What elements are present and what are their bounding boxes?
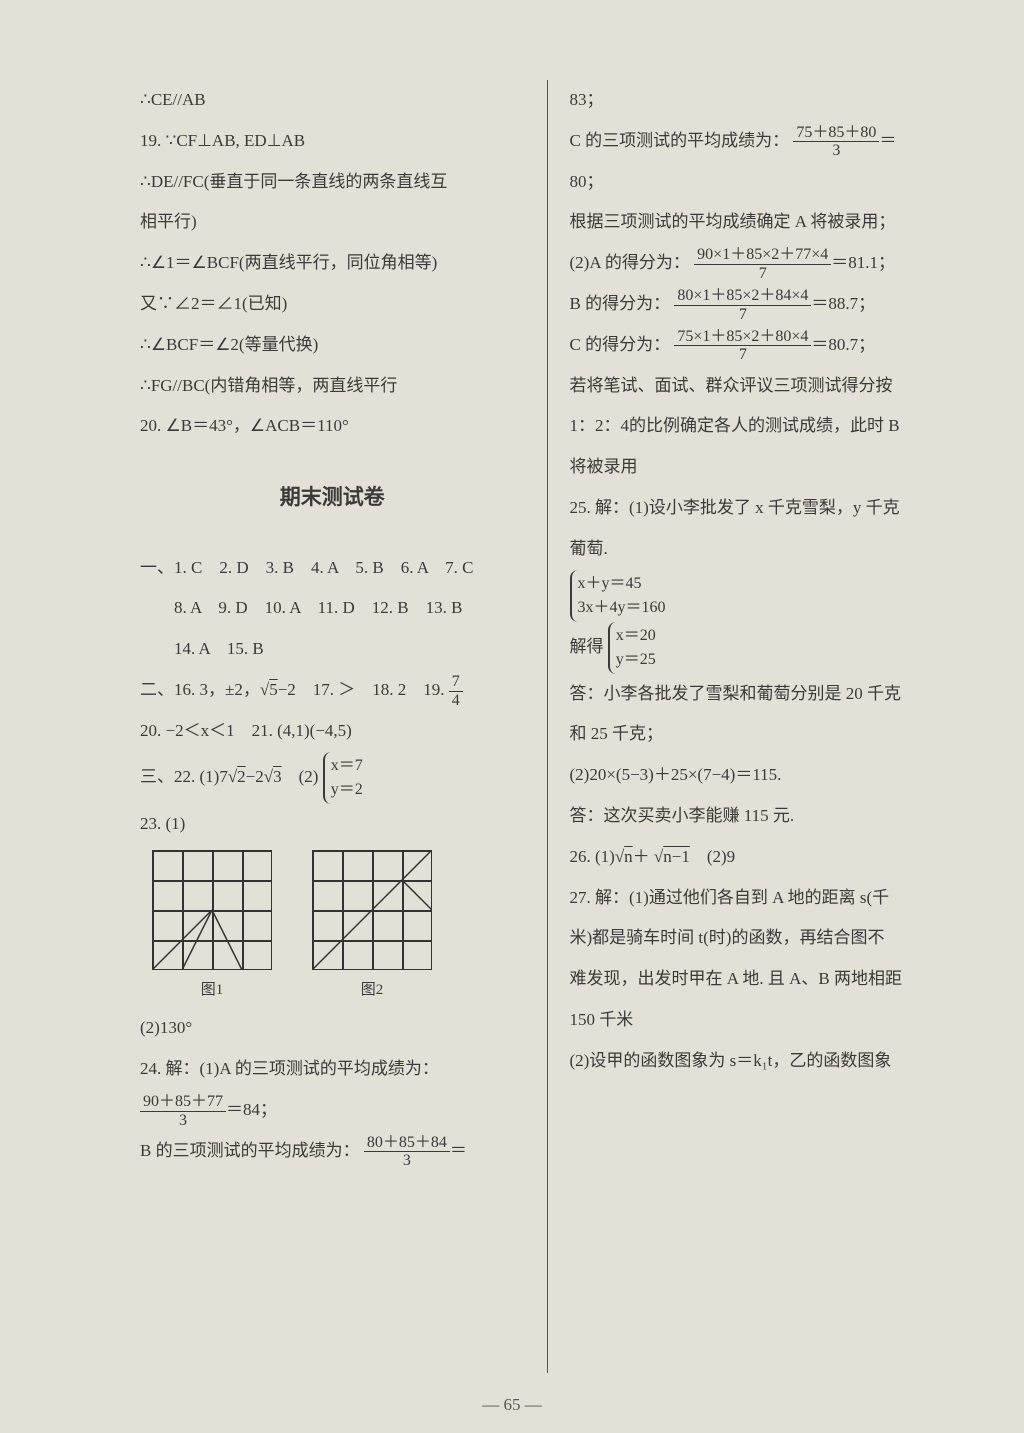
- text-line: 90＋85＋773＝84；: [140, 1090, 525, 1131]
- text: 26. (1): [570, 847, 615, 866]
- text: C 的得分为：: [570, 335, 671, 354]
- text-line: 24. 解：(1)A 的三项测试的平均成绩为：: [140, 1049, 525, 1090]
- grid-1: [152, 850, 272, 970]
- sqrt: 5: [269, 680, 278, 699]
- equation-group: x＋y＝453x＋4y＝160: [570, 570, 668, 622]
- equation-group: x＝20y＝25: [608, 622, 658, 674]
- page-number: — 65 —: [0, 1395, 1024, 1415]
- text: ＝84；: [226, 1100, 277, 1119]
- text: (2): [282, 766, 319, 785]
- text-line: B 的三项测试的平均成绩为： 80＋85＋843＝: [140, 1131, 525, 1172]
- text: −2: [246, 766, 264, 785]
- text-line: ∴DE//FC(垂直于同一条直线的两条直线互: [140, 162, 525, 203]
- text-line: 150 千米: [570, 1000, 955, 1041]
- right-column: 83； C 的三项测试的平均成绩为： 75＋85＋803＝ 80； 根据三项测试…: [548, 70, 955, 1383]
- text: 二、16. 3，±2，: [140, 680, 260, 699]
- text: B 的得分为：: [570, 294, 671, 313]
- text-line: 二、16. 3，±2，√5−2 17. ＞ 18. 2 19. 74: [140, 670, 525, 711]
- fraction: 75×1＋85×2＋80×47: [674, 328, 811, 364]
- text: ＝80.7；: [811, 335, 875, 354]
- text-line: C 的三项测试的平均成绩为： 75＋85＋803＝: [570, 121, 955, 162]
- sqrt: 2: [237, 766, 246, 785]
- text-line: 和 25 千克；: [570, 714, 955, 755]
- text: ＋: [633, 847, 654, 866]
- text-line: ∴∠BCF＝∠2(等量代换): [140, 325, 525, 366]
- text-line: 80；: [570, 162, 955, 203]
- text-line: 难发现，出发时甲在 A 地. 且 A、B 两地相距: [570, 959, 955, 1000]
- text-line: 14. A 15. B: [140, 629, 525, 670]
- text: ＝: [879, 131, 896, 150]
- text-line: 83；: [570, 80, 955, 121]
- text-line: ∴∠1＝∠BCF(两直线平行，同位角相等): [140, 243, 525, 284]
- text-line: 若将笔试、面试、群众评议三项测试得分按: [570, 366, 955, 407]
- section-title: 期末测试卷: [140, 468, 525, 526]
- sqrt: n: [624, 847, 633, 866]
- text-line: 将被录用: [570, 447, 955, 488]
- sqrt: 3: [273, 766, 282, 785]
- text-line: 23. (1): [140, 804, 525, 845]
- text-line: 一、1. C 2. D 3. B 4. A 5. B 6. A 7. C: [140, 548, 525, 589]
- text-line: B 的得分为： 80×1＋85×2＋84×47＝88.7；: [570, 284, 955, 325]
- fraction: 90＋85＋773: [140, 1093, 226, 1129]
- text: 三、22. (1)7: [140, 766, 228, 785]
- text: ＝88.7；: [811, 294, 875, 313]
- text: (2)A 的得分为：: [570, 253, 690, 272]
- fraction: 80×1＋85×2＋84×47: [674, 287, 811, 323]
- sqrt: n−1: [663, 847, 690, 866]
- fraction: 75＋85＋803: [793, 124, 879, 160]
- text-line: 19. ∵CF⊥AB, ED⊥AB: [140, 121, 525, 162]
- text: −2 17. ＞ 18. 2 19.: [278, 680, 449, 699]
- grid-diagonals-icon: [152, 850, 272, 970]
- text-line: 25. 解：(1)设小李批发了 x 千克雪梨，y 千克: [570, 488, 955, 529]
- text-line: 26. (1)√n＋ √n−1 (2)9: [570, 837, 955, 878]
- text-line: 米)都是骑车时间 t(时)的函数，再结合图不: [570, 918, 955, 959]
- left-column: ∴CE//AB 19. ∵CF⊥AB, ED⊥AB ∴DE//FC(垂直于同一条…: [140, 70, 547, 1383]
- text: (2)9: [690, 847, 735, 866]
- figure-caption: 图2: [361, 970, 384, 1008]
- figure-caption: 图1: [201, 970, 224, 1008]
- text-line: 相平行): [140, 202, 525, 243]
- text-line: 答：小李各批发了雪梨和葡萄分别是 20 千克: [570, 674, 955, 715]
- figure-1: 图1: [152, 850, 272, 1008]
- text-line: 葡萄.: [570, 529, 955, 570]
- fraction: 90×1＋85×2＋77×47: [694, 246, 831, 282]
- text-line: 根据三项测试的平均成绩确定 A 将被录用；: [570, 202, 955, 243]
- text-line: 三、22. (1)7√2−2√3 (2) x＝7y＝2: [140, 752, 525, 804]
- grid-diagonals-icon: [312, 850, 432, 970]
- text-line: C 的得分为： 75×1＋85×2＋80×47＝80.7；: [570, 325, 955, 366]
- text: ＝81.1；: [831, 253, 895, 272]
- text-line: 又∵∠2＝∠1(已知): [140, 284, 525, 325]
- text: C 的三项测试的平均成绩为：: [570, 131, 790, 150]
- text-line: (2)130°: [140, 1008, 525, 1049]
- text: B 的三项测试的平均成绩为：: [140, 1141, 360, 1160]
- text-line: (2)A 的得分为： 90×1＋85×2＋77×47＝81.1；: [570, 243, 955, 284]
- text-line: 1：2：4的比例确定各人的测试成绩，此时 B: [570, 406, 955, 447]
- text-line: x＋y＝453x＋4y＝160: [570, 570, 955, 622]
- text-line: 20. ∠B＝43°，∠ACB＝110°: [140, 406, 525, 447]
- text-line: (2)20×(5−3)＋25×(7−4)＝115.: [570, 755, 955, 796]
- text-line: (2)设甲的函数图象为 s＝k₁t，乙的函数图象: [570, 1041, 955, 1082]
- text-line: 答：这次买卖小李能赚 115 元.: [570, 796, 955, 837]
- text-line: 解得 x＝20y＝25: [570, 622, 955, 674]
- text-line: 20. −2＜x＜1 21. (4,1)(−4,5): [140, 711, 525, 752]
- text: 解得: [570, 636, 604, 655]
- fraction: 80＋85＋843: [364, 1134, 450, 1170]
- figure-2: 图2: [312, 850, 432, 1008]
- text-line: ∴FG//BC(内错角相等，两直线平行: [140, 366, 525, 407]
- grid-2: [312, 850, 432, 970]
- text-line: 8. A 9. D 10. A 11. D 12. B 13. B: [140, 588, 525, 629]
- text-line: ∴CE//AB: [140, 80, 525, 121]
- equation-group: x＝7y＝2: [323, 752, 365, 804]
- text-line: 27. 解：(1)通过他们各自到 A 地的距离 s(千: [570, 878, 955, 919]
- text: ＝: [450, 1141, 467, 1160]
- fraction: 74: [449, 673, 463, 709]
- figure-grids: 图1 图2: [140, 844, 525, 1008]
